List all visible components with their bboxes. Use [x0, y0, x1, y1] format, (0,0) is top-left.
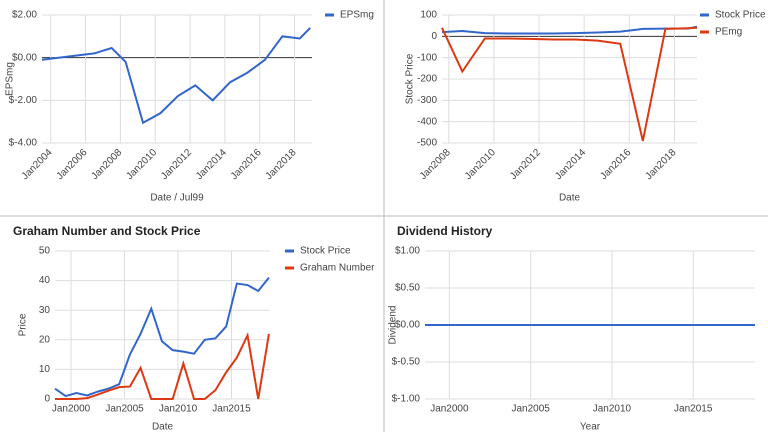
y-tick-label: -300	[417, 95, 437, 106]
x-tick-label: Jan2010	[159, 404, 198, 415]
legend-label: EPSmg	[340, 10, 374, 21]
x-tick-label: Jan2018	[264, 147, 299, 182]
legend-swatch	[325, 13, 334, 17]
legend-label: PEmg	[715, 27, 742, 38]
y-tick-label: 50	[39, 246, 51, 257]
x-tick-label: Jan2008	[89, 147, 124, 182]
legend-label: Graham Number	[300, 263, 375, 274]
y-tick-label: $-1.00	[392, 394, 421, 405]
x-tick-label: Jan2000	[430, 404, 469, 415]
y-tick-label: $-4.00	[9, 138, 38, 149]
x-tick-label: Jan2010	[463, 147, 498, 182]
x-tick-label: Jan2012	[508, 147, 543, 182]
x-tick-label: Jan2018	[644, 147, 679, 182]
x-tick-label: Jan2012	[159, 147, 194, 182]
x-tick-label: Jan2000	[52, 404, 91, 415]
y-tick-label: -400	[417, 116, 437, 127]
y-tick-label: $-2.00	[9, 95, 38, 106]
y-tick-label: -100	[417, 52, 437, 63]
series-line	[441, 26, 698, 142]
x-axis-label: Date	[152, 422, 174, 432]
y-tick-label: -500	[417, 138, 437, 149]
x-tick-label: Jan2015	[212, 404, 251, 415]
y-tick-label: 20	[39, 334, 51, 345]
y-tick-label: $-0.50	[392, 357, 421, 368]
chart-title: Dividend History	[397, 224, 493, 238]
y-tick-label: 0	[44, 394, 50, 405]
y-tick-label: -200	[417, 74, 437, 85]
y-axis-label: Stock Price	[405, 53, 416, 104]
x-tick-label: Jan2006	[55, 147, 90, 182]
x-tick-label: Jan2015	[674, 404, 713, 415]
x-tick-label: Jan2014	[553, 147, 588, 182]
y-tick-label: 10	[39, 364, 51, 375]
y-tick-label: $0.50	[395, 283, 420, 294]
y-axis-label: Price	[18, 313, 29, 336]
y-tick-label: $0.00	[395, 320, 420, 331]
x-axis-label: Date / Jul99	[150, 193, 204, 204]
x-axis-label: Date	[559, 193, 581, 204]
legend-swatch	[700, 13, 709, 17]
x-tick-label: Jan2016	[229, 147, 264, 182]
y-tick-label: $0.00	[12, 52, 37, 63]
x-axis-label: Year	[580, 422, 601, 432]
x-tick-label: Jan2005	[511, 404, 550, 415]
x-tick-label: Jan2014	[194, 147, 229, 182]
y-tick-label: 30	[39, 305, 51, 316]
y-tick-label: $1.00	[395, 246, 420, 257]
x-tick-label: Jan2004	[20, 147, 55, 182]
x-tick-label: Jan2005	[105, 404, 144, 415]
y-tick-label: 0	[431, 31, 437, 42]
x-tick-label: Jan2008	[418, 147, 453, 182]
legend-label: Stock Price	[715, 10, 766, 21]
legend-swatch	[285, 249, 294, 253]
legend-label: Stock Price	[300, 246, 351, 257]
chart-title: Graham Number and Stock Price	[13, 224, 201, 238]
x-tick-label: Jan2010	[124, 147, 159, 182]
legend-swatch	[700, 30, 709, 34]
series-line	[441, 25, 698, 35]
y-tick-label: 40	[39, 275, 51, 286]
y-axis-label: Dividend	[388, 306, 399, 345]
x-tick-label: Jan2016	[598, 147, 633, 182]
series-line	[55, 332, 270, 400]
legend-swatch	[285, 266, 294, 270]
y-axis-label: EPSmg	[5, 62, 16, 96]
y-tick-label: 100	[420, 10, 437, 21]
series-line	[54, 277, 270, 398]
y-tick-label: $2.00	[12, 10, 37, 21]
x-tick-label: Jan2010	[593, 404, 632, 415]
series-line	[41, 27, 311, 125]
